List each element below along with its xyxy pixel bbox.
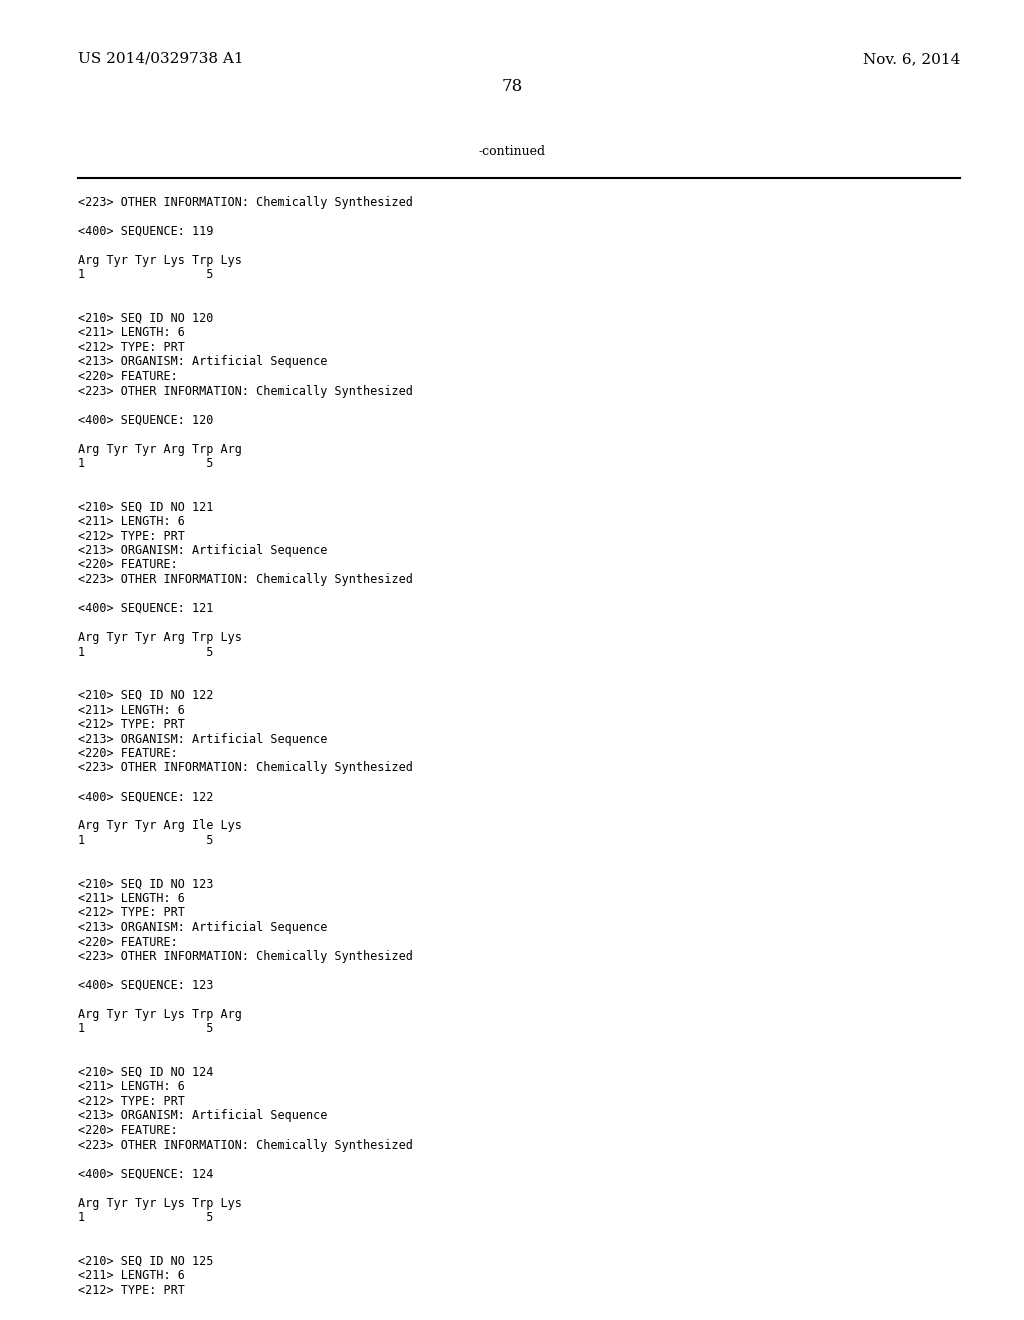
- Text: <223> OTHER INFORMATION: Chemically Synthesized: <223> OTHER INFORMATION: Chemically Synt…: [78, 384, 413, 397]
- Text: <211> LENGTH: 6: <211> LENGTH: 6: [78, 892, 185, 906]
- Text: 1                 5: 1 5: [78, 645, 213, 659]
- Text: <212> TYPE: PRT: <212> TYPE: PRT: [78, 907, 185, 920]
- Text: <211> LENGTH: 6: <211> LENGTH: 6: [78, 1081, 185, 1093]
- Text: 1                 5: 1 5: [78, 268, 213, 281]
- Text: <212> TYPE: PRT: <212> TYPE: PRT: [78, 1283, 185, 1296]
- Text: Arg Tyr Tyr Lys Trp Arg: Arg Tyr Tyr Lys Trp Arg: [78, 1008, 242, 1020]
- Text: <223> OTHER INFORMATION: Chemically Synthesized: <223> OTHER INFORMATION: Chemically Synt…: [78, 195, 413, 209]
- Text: <220> FEATURE:: <220> FEATURE:: [78, 936, 178, 949]
- Text: US 2014/0329738 A1: US 2014/0329738 A1: [78, 51, 244, 66]
- Text: Arg Tyr Tyr Arg Trp Arg: Arg Tyr Tyr Arg Trp Arg: [78, 442, 242, 455]
- Text: <210> SEQ ID NO 120: <210> SEQ ID NO 120: [78, 312, 213, 325]
- Text: <213> ORGANISM: Artificial Sequence: <213> ORGANISM: Artificial Sequence: [78, 544, 328, 557]
- Text: <211> LENGTH: 6: <211> LENGTH: 6: [78, 326, 185, 339]
- Text: <400> SEQUENCE: 124: <400> SEQUENCE: 124: [78, 1167, 213, 1180]
- Text: <220> FEATURE:: <220> FEATURE:: [78, 370, 178, 383]
- Text: <220> FEATURE:: <220> FEATURE:: [78, 747, 178, 760]
- Text: <211> LENGTH: 6: <211> LENGTH: 6: [78, 1269, 185, 1282]
- Text: <213> ORGANISM: Artificial Sequence: <213> ORGANISM: Artificial Sequence: [78, 1110, 328, 1122]
- Text: <211> LENGTH: 6: <211> LENGTH: 6: [78, 515, 185, 528]
- Text: <213> ORGANISM: Artificial Sequence: <213> ORGANISM: Artificial Sequence: [78, 733, 328, 746]
- Text: <212> TYPE: PRT: <212> TYPE: PRT: [78, 718, 185, 731]
- Text: 1                 5: 1 5: [78, 457, 213, 470]
- Text: 1                 5: 1 5: [78, 1023, 213, 1035]
- Text: 1                 5: 1 5: [78, 1210, 213, 1224]
- Text: <210> SEQ ID NO 125: <210> SEQ ID NO 125: [78, 1254, 213, 1267]
- Text: <400> SEQUENCE: 123: <400> SEQUENCE: 123: [78, 979, 213, 993]
- Text: <223> OTHER INFORMATION: Chemically Synthesized: <223> OTHER INFORMATION: Chemically Synt…: [78, 1138, 413, 1151]
- Text: <223> OTHER INFORMATION: Chemically Synthesized: <223> OTHER INFORMATION: Chemically Synt…: [78, 762, 413, 775]
- Text: Arg Tyr Tyr Lys Trp Lys: Arg Tyr Tyr Lys Trp Lys: [78, 253, 242, 267]
- Text: <400> SEQUENCE: 121: <400> SEQUENCE: 121: [78, 602, 213, 615]
- Text: Nov. 6, 2014: Nov. 6, 2014: [862, 51, 961, 66]
- Text: <220> FEATURE:: <220> FEATURE:: [78, 558, 178, 572]
- Text: 1                 5: 1 5: [78, 834, 213, 847]
- Text: <213> ORGANISM: Artificial Sequence: <213> ORGANISM: Artificial Sequence: [78, 921, 328, 935]
- Text: <400> SEQUENCE: 122: <400> SEQUENCE: 122: [78, 791, 213, 804]
- Text: <400> SEQUENCE: 119: <400> SEQUENCE: 119: [78, 224, 213, 238]
- Text: <223> OTHER INFORMATION: Chemically Synthesized: <223> OTHER INFORMATION: Chemically Synt…: [78, 573, 413, 586]
- Text: 78: 78: [502, 78, 522, 95]
- Text: Arg Tyr Tyr Arg Trp Lys: Arg Tyr Tyr Arg Trp Lys: [78, 631, 242, 644]
- Text: <213> ORGANISM: Artificial Sequence: <213> ORGANISM: Artificial Sequence: [78, 355, 328, 368]
- Text: Arg Tyr Tyr Lys Trp Lys: Arg Tyr Tyr Lys Trp Lys: [78, 1196, 242, 1209]
- Text: <210> SEQ ID NO 121: <210> SEQ ID NO 121: [78, 500, 213, 513]
- Text: <212> TYPE: PRT: <212> TYPE: PRT: [78, 341, 185, 354]
- Text: -continued: -continued: [478, 145, 546, 158]
- Text: <400> SEQUENCE: 120: <400> SEQUENCE: 120: [78, 413, 213, 426]
- Text: <210> SEQ ID NO 124: <210> SEQ ID NO 124: [78, 1067, 213, 1078]
- Text: <223> OTHER INFORMATION: Chemically Synthesized: <223> OTHER INFORMATION: Chemically Synt…: [78, 950, 413, 964]
- Text: <212> TYPE: PRT: <212> TYPE: PRT: [78, 1096, 185, 1107]
- Text: <220> FEATURE:: <220> FEATURE:: [78, 1125, 178, 1137]
- Text: <212> TYPE: PRT: <212> TYPE: PRT: [78, 529, 185, 543]
- Text: <211> LENGTH: 6: <211> LENGTH: 6: [78, 704, 185, 717]
- Text: <210> SEQ ID NO 123: <210> SEQ ID NO 123: [78, 878, 213, 891]
- Text: Arg Tyr Tyr Arg Ile Lys: Arg Tyr Tyr Arg Ile Lys: [78, 820, 242, 833]
- Text: <210> SEQ ID NO 122: <210> SEQ ID NO 122: [78, 689, 213, 702]
